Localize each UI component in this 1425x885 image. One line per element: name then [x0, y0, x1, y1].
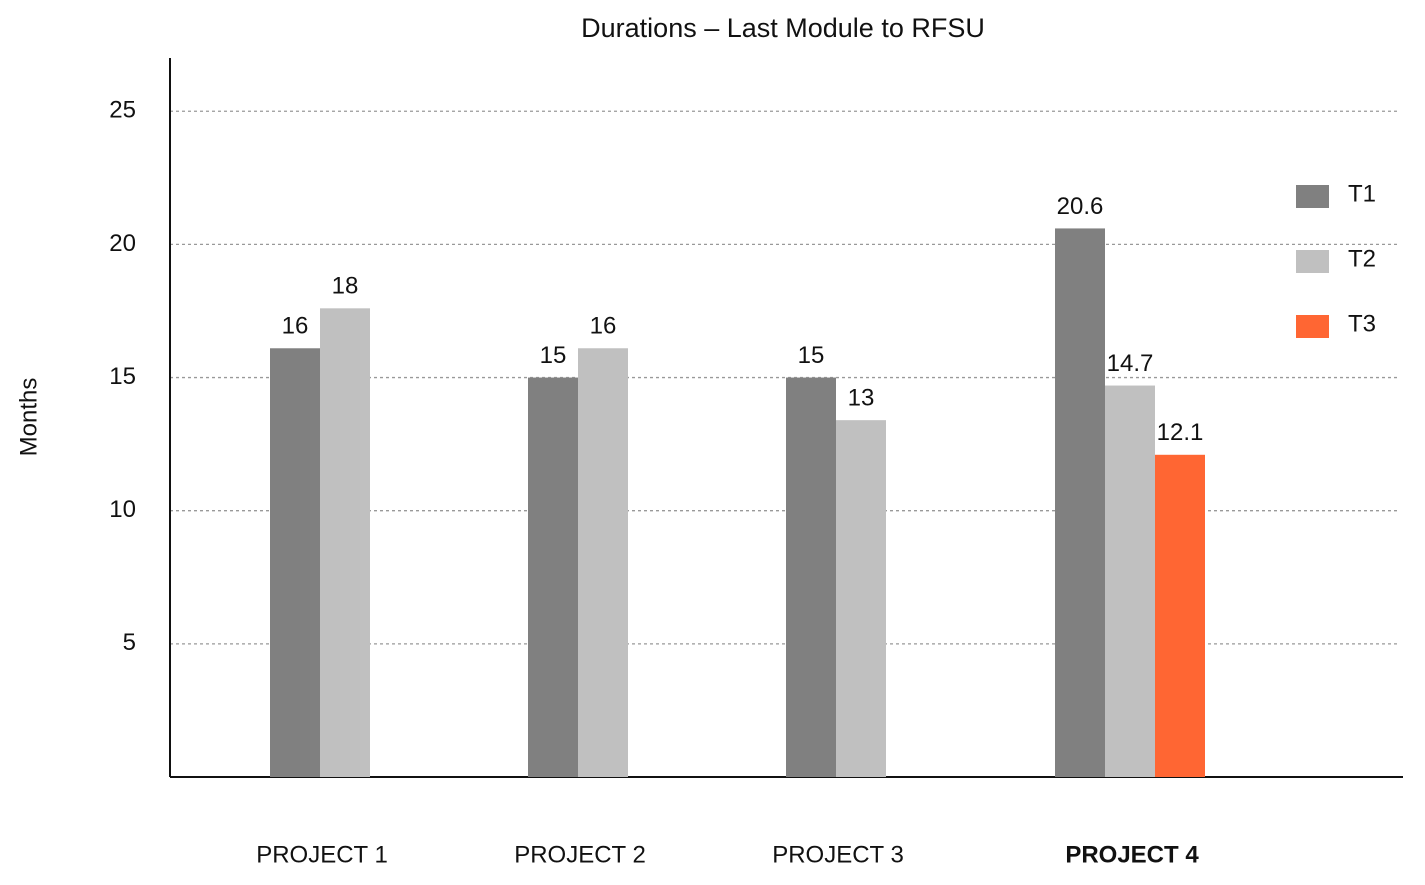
- legend-label: T1: [1348, 180, 1376, 207]
- y-tick-label: 5: [123, 629, 136, 656]
- bar: [270, 348, 320, 777]
- legend-label: T3: [1348, 310, 1376, 337]
- y-tick-label: 10: [109, 496, 136, 523]
- data-label: 14.7: [1107, 350, 1154, 377]
- y-tick-label: 20: [109, 230, 136, 257]
- bar: [836, 420, 886, 777]
- data-label: 15: [798, 342, 825, 369]
- bar: [1055, 228, 1105, 777]
- bar: [1105, 385, 1155, 777]
- data-label: 18: [332, 273, 359, 300]
- y-tick-label: 15: [109, 363, 136, 390]
- data-label: 20.6: [1057, 193, 1104, 220]
- bar: [786, 377, 836, 777]
- data-label: 13: [848, 385, 875, 412]
- legend-swatch: [1296, 315, 1329, 338]
- y-tick-label: 25: [109, 97, 136, 124]
- x-tick-label: PROJECT 4: [1065, 841, 1199, 868]
- legend-label: T2: [1348, 245, 1376, 272]
- x-tick-label: PROJECT 3: [772, 841, 904, 868]
- y-axis-label: Months: [15, 378, 42, 457]
- data-label: 12.1: [1157, 419, 1204, 446]
- bar: [320, 308, 370, 777]
- x-tick-label: PROJECT 1: [256, 841, 388, 868]
- bar: [578, 348, 628, 777]
- data-label: 15: [540, 342, 567, 369]
- legend-swatch: [1296, 250, 1329, 273]
- bar: [1155, 454, 1205, 777]
- x-tick-label: PROJECT 2: [514, 841, 646, 868]
- bar: [528, 377, 578, 777]
- chart-title: Durations – Last Module to RFSU: [581, 13, 985, 43]
- data-label: 16: [282, 313, 309, 340]
- legend-swatch: [1296, 185, 1329, 208]
- data-label: 16: [590, 313, 617, 340]
